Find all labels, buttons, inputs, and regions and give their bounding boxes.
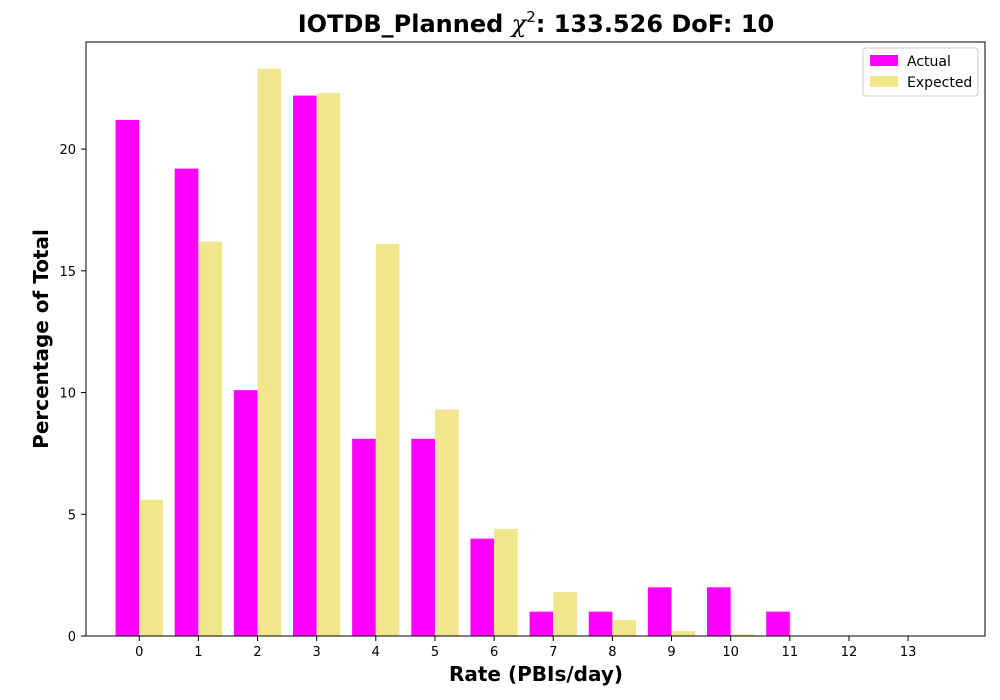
plot-area-frame: [85, 41, 986, 637]
bar-expected-4: [375, 244, 400, 636]
x-tick-label: 0: [135, 645, 143, 660]
bar-actual-11: [766, 611, 790, 636]
legend-swatch-expected: [870, 76, 898, 87]
x-tick-label: 7: [549, 645, 557, 660]
bar-expected-9: [671, 631, 696, 636]
bar-actual-2: [233, 390, 258, 636]
x-tick-label: 4: [372, 645, 380, 660]
legend: Actual Expected: [862, 47, 979, 97]
legend-label-actual: Actual: [907, 54, 951, 70]
y-tick-label: 15: [59, 265, 76, 280]
bar-actual-1: [174, 168, 199, 637]
bar-actual-7: [529, 611, 554, 636]
x-tick-label: 10: [722, 645, 739, 660]
y-tick-label: 0: [68, 630, 76, 645]
x-axis-label: Rate (PBIs/day): [449, 662, 623, 686]
bar-actual-6: [470, 538, 495, 636]
bar-actual-9: [647, 587, 672, 636]
x-tick-label: 8: [608, 645, 616, 660]
chart-title-chi: χ: [510, 10, 528, 38]
bar-expected-6: [494, 528, 518, 636]
chart-title: IOTDB_Planned χ2: 133.526 DoF: 10: [298, 8, 774, 38]
x-tick-label: 13: [900, 645, 917, 660]
y-axis-ticks: 0 5 10 15 20: [59, 143, 86, 645]
bar-actual-0: [115, 119, 140, 637]
bar-actual-8: [588, 611, 613, 636]
chart-title-superscript: 2: [526, 8, 536, 26]
x-tick-label: 5: [431, 645, 439, 660]
bar-expected-7: [553, 592, 577, 636]
x-tick-label: 9: [667, 645, 675, 660]
y-axis-label: Percentage of Total: [29, 229, 53, 449]
y-tick-label: 5: [68, 508, 76, 523]
bar-expected-5: [434, 409, 459, 636]
bar-actual-10: [707, 587, 731, 636]
x-axis-ticks: 0 1 2 3 4 5 6 7 8 9 10 11 12 13: [135, 636, 916, 660]
bar-actual-5: [411, 438, 435, 636]
x-tick-label: 6: [490, 645, 498, 660]
x-tick-label: 11: [782, 645, 799, 660]
bar-expected-3: [316, 93, 341, 637]
x-tick-label: 3: [313, 645, 321, 660]
bar-expected-2: [257, 68, 282, 636]
x-tick-label: 2: [253, 645, 261, 660]
y-tick-label: 10: [59, 387, 76, 402]
bar-actual-4: [352, 438, 376, 636]
x-tick-label: 1: [194, 645, 202, 660]
legend-label-expected: Expected: [907, 75, 972, 91]
bar-expected-10: [730, 634, 755, 636]
bar-actual-3: [293, 95, 317, 637]
bar-expected-0: [139, 499, 163, 636]
y-tick-label: 20: [59, 143, 76, 158]
bars-layer: [115, 68, 814, 637]
chart-title-suffix: : 133.526 DoF: 10: [536, 10, 774, 38]
bar-expected-8: [612, 620, 637, 636]
x-tick-label: 12: [841, 645, 858, 660]
bar-expected-1: [198, 241, 223, 636]
chart-title-prefix: IOTDB_Planned: [298, 10, 512, 38]
legend-swatch-actual: [870, 55, 898, 66]
